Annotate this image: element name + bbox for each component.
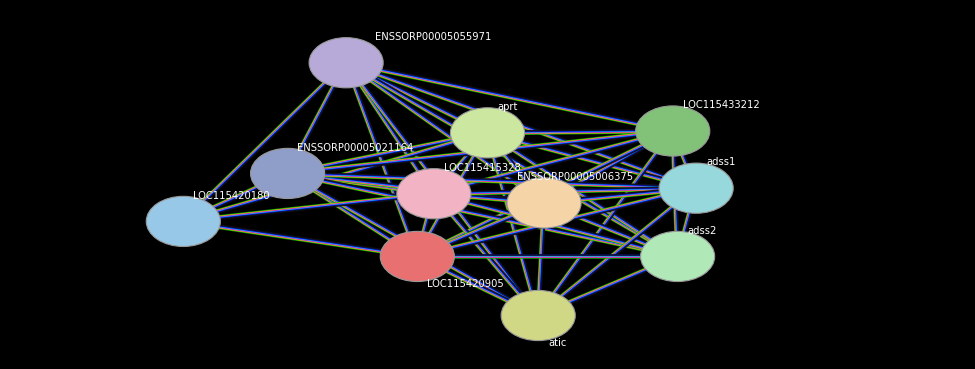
Text: ENSSORP00005055971: ENSSORP00005055971 bbox=[375, 32, 491, 42]
Ellipse shape bbox=[146, 196, 220, 246]
Text: adss2: adss2 bbox=[687, 225, 717, 236]
Ellipse shape bbox=[380, 231, 454, 282]
Text: atic: atic bbox=[548, 338, 566, 348]
Text: adss1: adss1 bbox=[706, 157, 735, 168]
Text: aprt: aprt bbox=[497, 102, 518, 112]
Text: LOC115433212: LOC115433212 bbox=[682, 100, 760, 110]
Text: LOC115415328: LOC115415328 bbox=[444, 163, 521, 173]
Ellipse shape bbox=[641, 231, 715, 282]
Text: LOC115420180: LOC115420180 bbox=[193, 190, 270, 201]
Text: LOC115420905: LOC115420905 bbox=[427, 279, 504, 289]
Ellipse shape bbox=[397, 169, 471, 219]
Ellipse shape bbox=[450, 108, 525, 158]
Ellipse shape bbox=[659, 163, 733, 213]
Ellipse shape bbox=[251, 148, 325, 199]
Ellipse shape bbox=[501, 290, 575, 341]
Ellipse shape bbox=[309, 38, 383, 88]
Text: ENSSORP00005006375: ENSSORP00005006375 bbox=[517, 172, 633, 182]
Text: ENSSORP00005021164: ENSSORP00005021164 bbox=[297, 142, 413, 153]
Ellipse shape bbox=[636, 106, 710, 156]
Ellipse shape bbox=[507, 178, 581, 228]
